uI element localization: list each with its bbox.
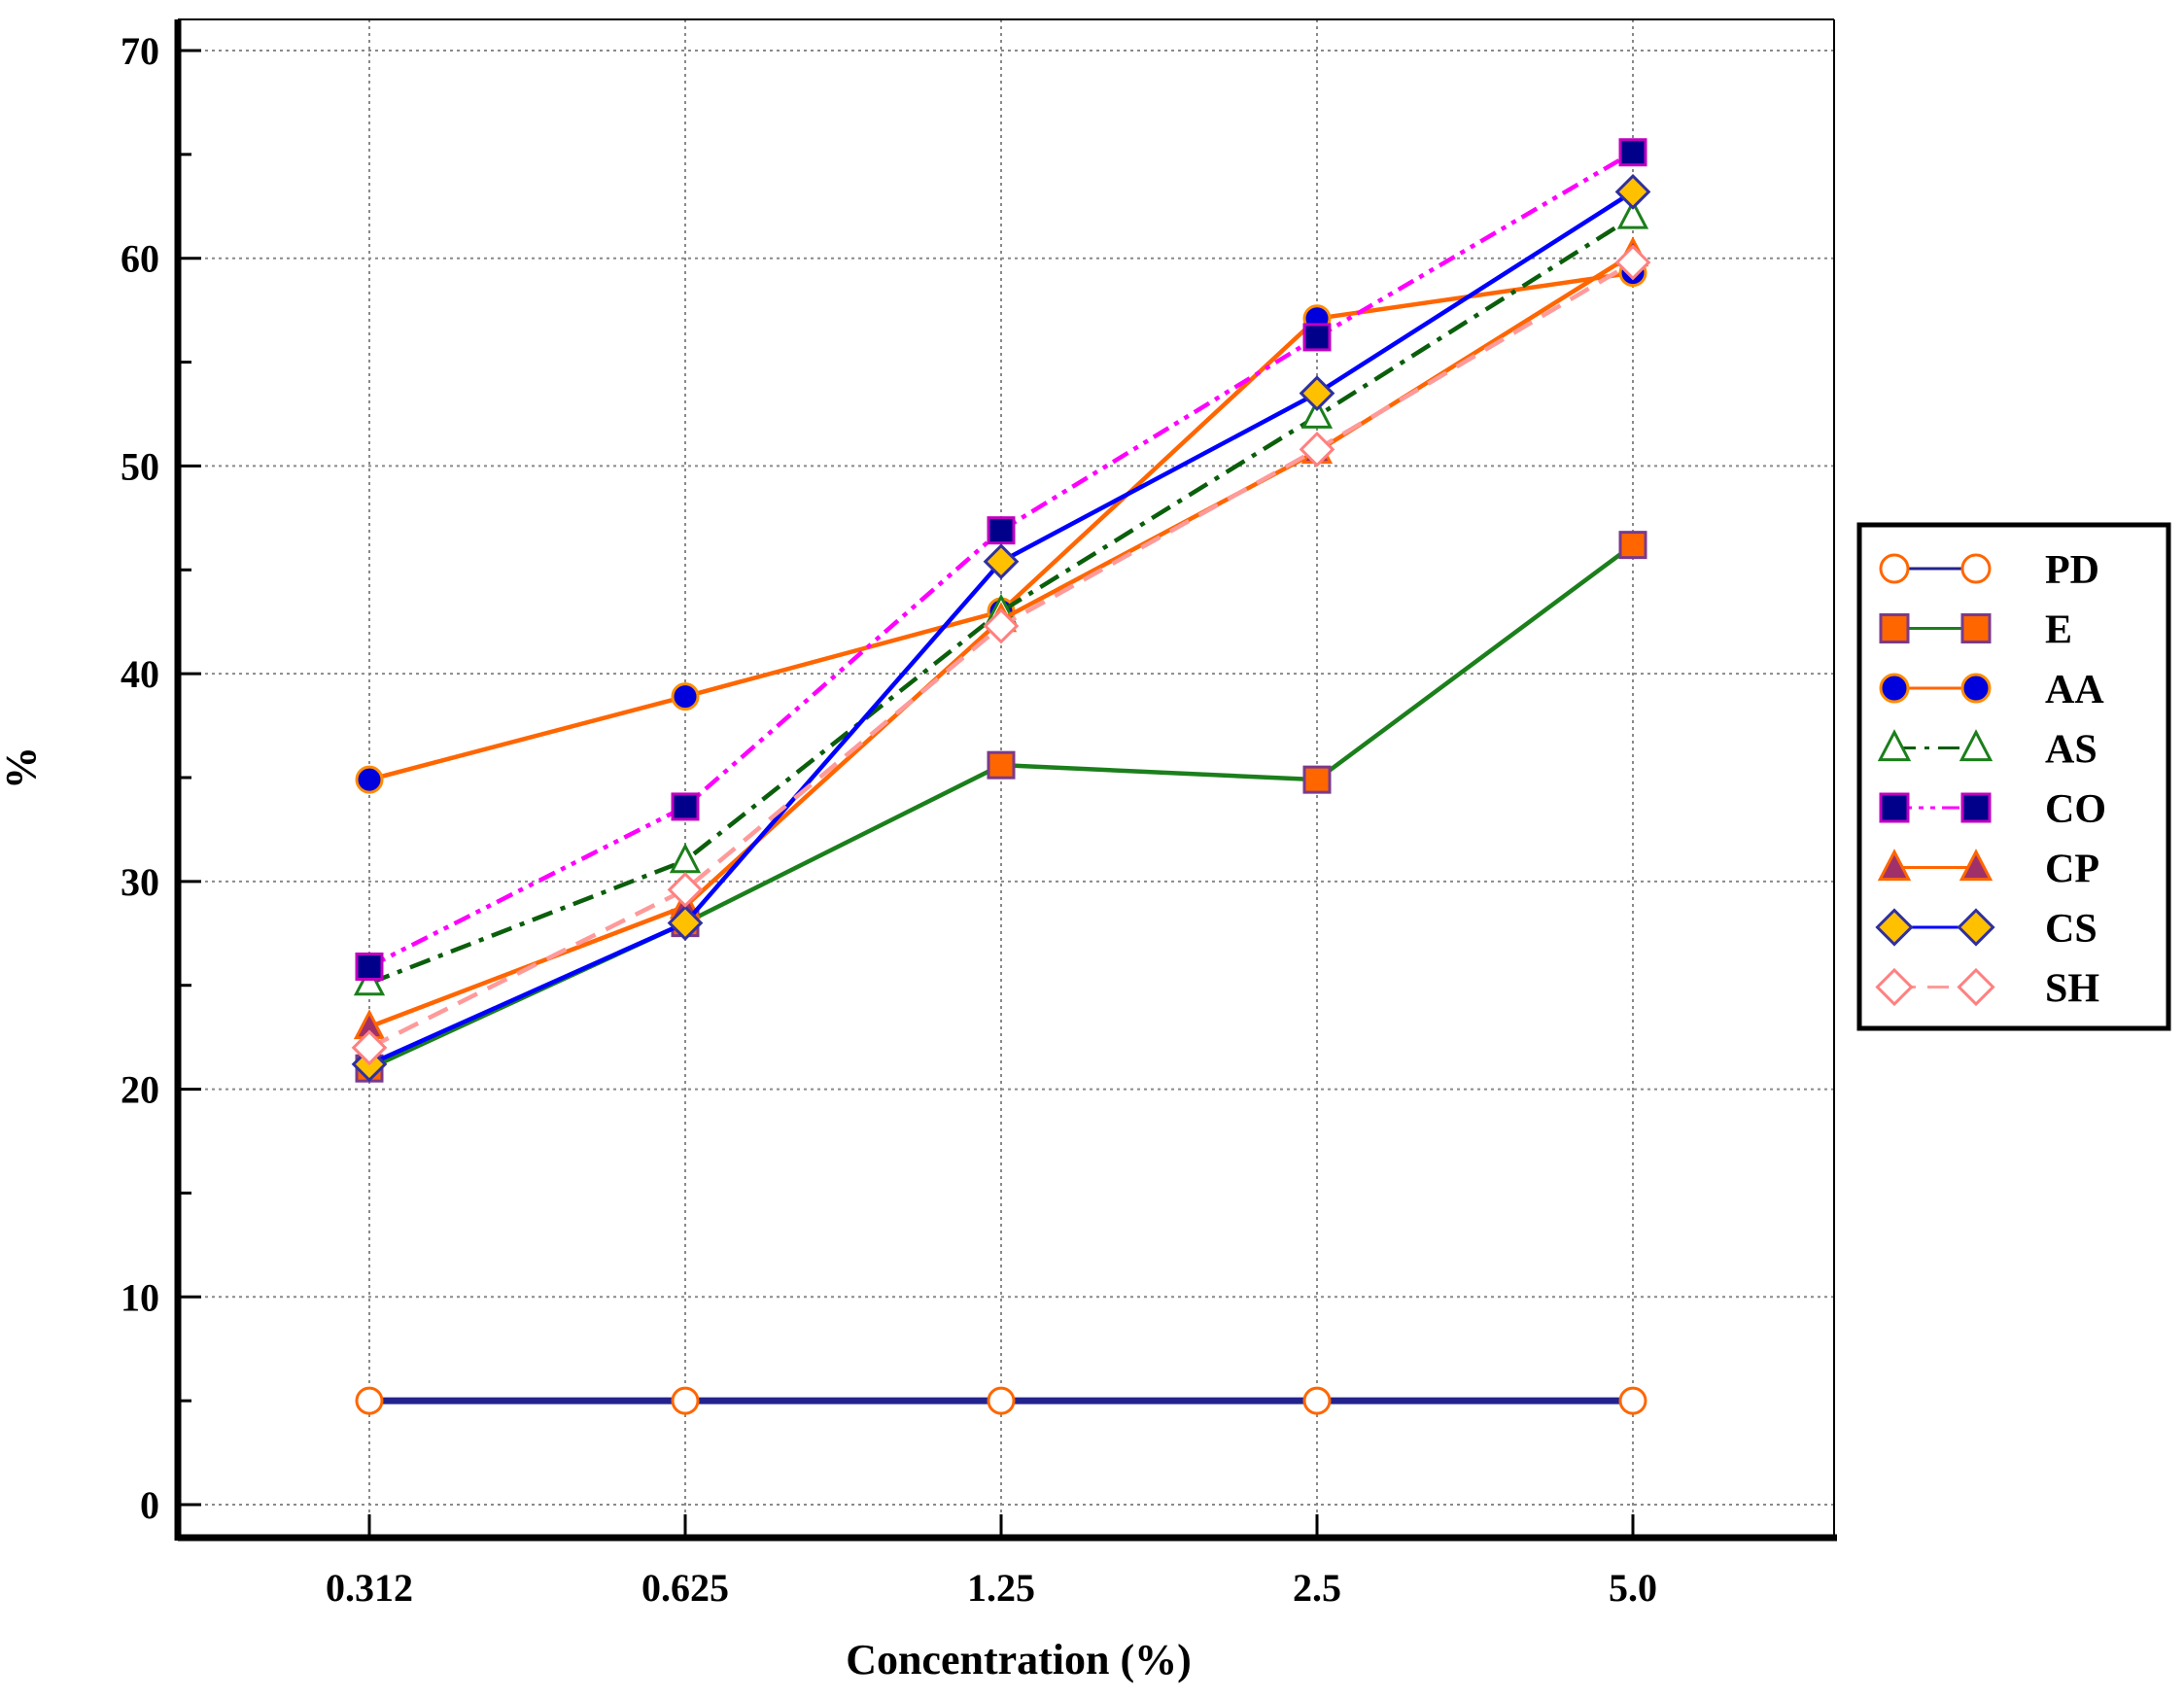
data-point-pd — [1302, 1386, 1332, 1415]
legend-label-cs: CS — [2045, 907, 2097, 952]
data-point-as — [1616, 198, 1649, 229]
legend-marker-sh — [1957, 967, 1995, 1007]
x-axis-title: Concentration (%) — [846, 1636, 1192, 1683]
data-point-sh — [983, 607, 1020, 644]
legend-label-sh: SH — [2045, 967, 2099, 1012]
legend-label-e: E — [2045, 608, 2072, 653]
data-point-e — [1618, 531, 1647, 560]
legend-marker-sh — [1875, 967, 1914, 1007]
data-point-co — [1618, 138, 1647, 167]
legend-marker-pd — [1960, 553, 1992, 584]
series-group — [351, 138, 1651, 1415]
data-point-as — [669, 843, 702, 874]
y-tick-label: 10 — [121, 1275, 159, 1319]
data-point-pd — [987, 1386, 1016, 1415]
legend-label-pd: PD — [2045, 548, 2099, 593]
data-point-as — [1300, 398, 1334, 429]
legend-marker-e — [1960, 613, 1992, 643]
x-tick-label: 0.625 — [641, 1566, 729, 1610]
y-tick-label: 60 — [121, 237, 159, 281]
legend-marker-as — [1877, 729, 1912, 762]
data-point-co — [671, 792, 700, 821]
legend-item-e: E — [1879, 608, 2072, 653]
legend-marker-cp — [1959, 849, 1993, 882]
series-line-as — [368, 215, 1635, 986]
x-tick-label: 2.5 — [1293, 1566, 1341, 1610]
legend-item-co: CO — [1879, 787, 2106, 832]
data-point-sh — [351, 1029, 388, 1066]
data-point-cs — [667, 905, 704, 941]
y-tick-label: 30 — [121, 860, 159, 904]
data-point-cs — [1299, 375, 1335, 411]
legend-item-as: AS — [1877, 728, 2097, 773]
series-co — [355, 138, 1647, 981]
legend-item-cp: CP — [1877, 848, 2099, 892]
legend-item-pd: PD — [1879, 548, 2099, 593]
legend-marker-co — [1879, 792, 1910, 823]
data-point-co — [987, 516, 1016, 545]
data-point-e — [1302, 765, 1332, 794]
data-point-co — [355, 952, 384, 981]
y-tick-label: 50 — [121, 444, 159, 488]
data-point-co — [1302, 323, 1332, 352]
legend-label-as: AS — [2045, 728, 2097, 773]
legend-item-cs: CS — [1875, 907, 2097, 952]
y-axis-title: % — [0, 746, 45, 789]
legend: PD E AA AS CO CP CS SH — [1856, 522, 2171, 1031]
legend-marker-aa — [1879, 673, 1910, 704]
data-point-as — [353, 965, 386, 996]
x-tick-label: 5.0 — [1609, 1566, 1657, 1610]
y-tick-label: 20 — [121, 1068, 159, 1112]
legend-marker-cs — [1957, 908, 1995, 947]
data-point-aa — [671, 682, 700, 711]
series-sh — [351, 244, 1651, 1066]
data-point-cs — [983, 543, 1020, 580]
legend-marker-cs — [1875, 908, 1914, 947]
y-tick-label: 70 — [121, 29, 159, 73]
legend-marker-cp — [1877, 849, 1912, 882]
data-point-sh — [1614, 244, 1651, 281]
legend-marker-pd — [1879, 553, 1910, 584]
legend-label-co: CO — [2045, 787, 2106, 832]
data-point-pd — [671, 1386, 700, 1415]
legend-box — [1856, 522, 2171, 1031]
data-point-pd — [1618, 1386, 1647, 1415]
axes: 0 10 20 30 40 50 60 70 0.312 0.625 1.25 2.5 5.0 — [121, 18, 1837, 1610]
legend-marker-as — [1959, 729, 1993, 762]
data-point-sh — [667, 872, 704, 908]
legend-marker-e — [1879, 613, 1910, 643]
legend-marker-co — [1960, 792, 1992, 823]
x-tick-label: 0.312 — [326, 1566, 413, 1610]
data-point-aa — [355, 765, 384, 794]
legend-label-aa: AA — [2045, 668, 2104, 712]
legend-item-sh: SH — [1875, 967, 2099, 1012]
legend-label-cp: CP — [2045, 848, 2099, 892]
legend-marker-aa — [1960, 673, 1992, 704]
legend-item-aa: AA — [1879, 668, 2104, 712]
data-point-pd — [355, 1386, 384, 1415]
series-pd — [355, 1386, 1647, 1415]
y-tick-label: 40 — [121, 652, 159, 696]
data-point-e — [987, 750, 1016, 780]
data-point-sh — [1299, 431, 1335, 468]
x-tick-label: 1.25 — [967, 1566, 1035, 1610]
data-point-cs — [1614, 173, 1651, 210]
y-tick-label: 0 — [140, 1483, 159, 1527]
